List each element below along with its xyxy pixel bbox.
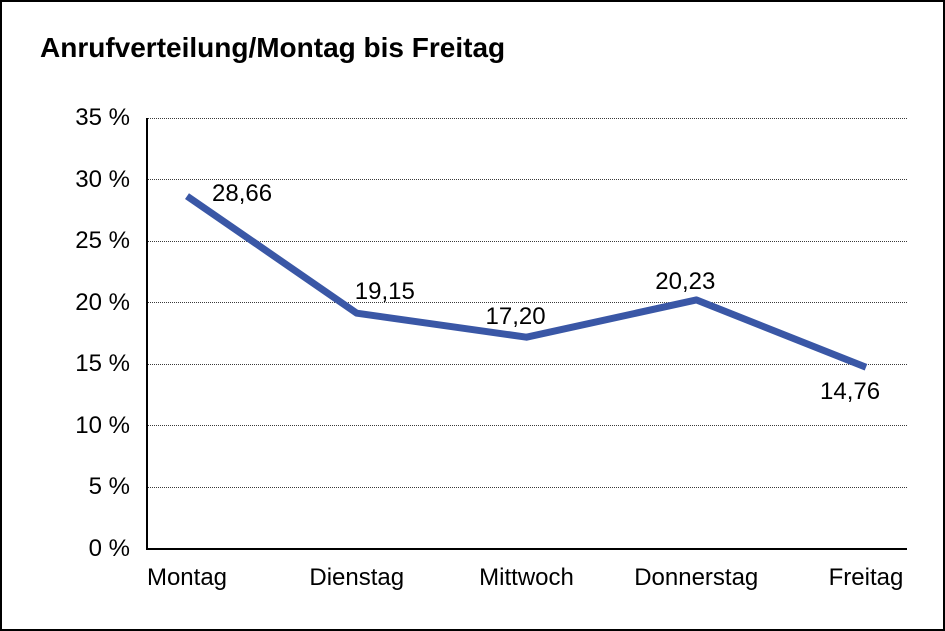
gridline-10pct xyxy=(147,425,907,427)
x-tick-label-mittwoch: Mittwoch xyxy=(479,564,574,591)
gridline-25pct xyxy=(147,240,907,242)
data-point-label-freitag: 14,76 xyxy=(820,378,881,406)
data-point-label-mittwoch: 17,20 xyxy=(485,303,546,331)
x-axis-line xyxy=(146,548,907,550)
chart-title: Anrufverteilung/Montag bis Freitag xyxy=(40,32,506,63)
y-tick-label: 5 % xyxy=(88,473,130,501)
y-tick-label: 20 % xyxy=(75,288,130,316)
gridline-15pct xyxy=(147,363,907,365)
y-tick-label: 35 % xyxy=(75,104,130,131)
y-tick-label: 25 % xyxy=(75,227,130,255)
x-tick-label-dienstag: Dienstag xyxy=(309,564,405,591)
x-tick-label-freitag: Freitag xyxy=(828,564,904,591)
gridline-20pct xyxy=(147,302,907,304)
x-tick-label-donnerstag: Donnerstag xyxy=(634,564,759,591)
y-axis-line xyxy=(146,118,148,549)
gridline-35pct xyxy=(147,117,907,119)
data-point-label-donnerstag: 20,23 xyxy=(655,267,716,295)
y-tick-label: 30 % xyxy=(75,165,130,193)
gridline-5pct xyxy=(147,486,907,488)
y-tick-label: 15 % xyxy=(75,350,130,378)
y-tick-label: 0 % xyxy=(88,535,130,562)
y-tick-label: 10 % xyxy=(75,411,130,439)
x-tick-label-montag: Montag xyxy=(146,564,228,591)
data-point-label-montag: 28,66 xyxy=(212,180,273,208)
data-point-label-dienstag: 19,15 xyxy=(354,278,415,306)
gridline-30pct xyxy=(147,179,907,181)
